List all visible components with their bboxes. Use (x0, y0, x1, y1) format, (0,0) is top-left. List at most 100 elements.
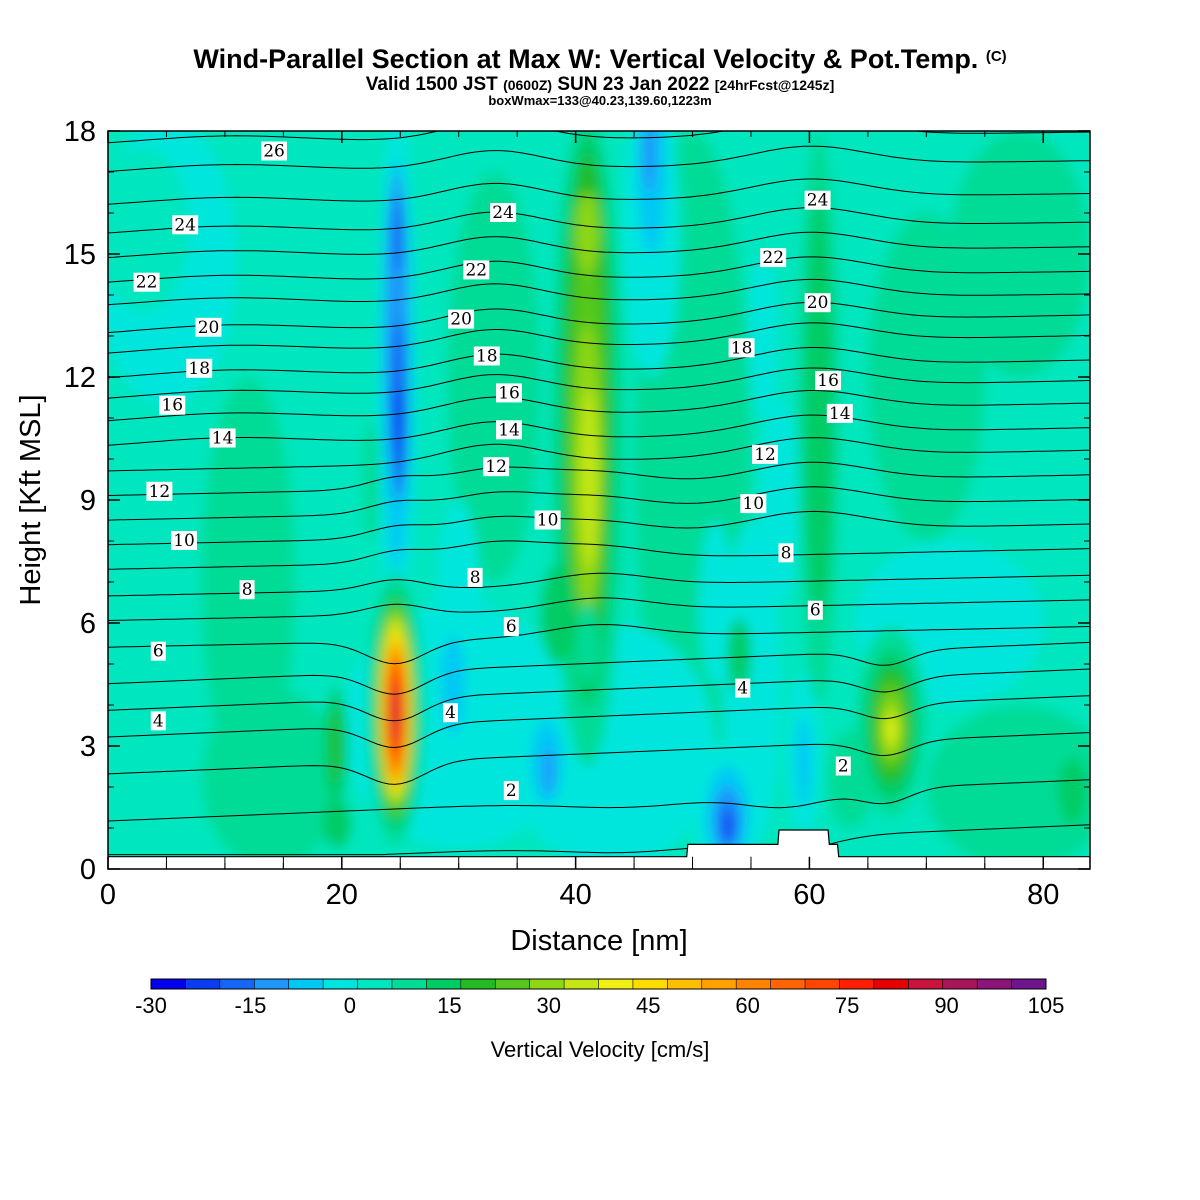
isentrope-line (108, 367, 1090, 399)
velocity-cell (642, 131, 657, 193)
isentrope-line (108, 486, 1090, 521)
isentrope-label-bg (195, 317, 222, 337)
isentrope-label-bg (483, 457, 510, 477)
colorbar-tick-label: 0 (344, 993, 356, 1018)
isentrope-label-text: 20 (807, 293, 829, 313)
isentrope-label: 22 (133, 272, 160, 293)
isentrope-line (108, 414, 1090, 446)
colorbar-swatch (977, 979, 1013, 989)
colorbar-tick-label: 75 (835, 993, 859, 1018)
colorbar-swatch (598, 979, 634, 989)
isentrope-label-bg (172, 215, 199, 235)
x-tick-label: 40 (559, 879, 591, 911)
isentrope-line (108, 695, 1090, 749)
isentrope-label: 12 (146, 481, 173, 502)
isentrope-line (108, 278, 1090, 306)
colorbar-tick-label: 105 (1028, 993, 1065, 1018)
isentrope-label-bg (760, 248, 787, 268)
valid-time: Valid 1500 JST (365, 74, 498, 95)
isentrope-label: 14 (209, 428, 236, 449)
isentrope-label-bg (752, 444, 778, 464)
isentrope-label-text: 16 (498, 383, 520, 403)
isentrope-label-bg (835, 756, 851, 776)
colorbar-swatch (667, 979, 703, 989)
isentrope-label: 26 (261, 141, 287, 162)
forecast-info: [24hrFcst@1245z] (714, 77, 835, 93)
isentrope-label-text: 6 (810, 601, 821, 621)
isentrope-label-bg (473, 346, 500, 366)
isentrope-label-text: 18 (476, 347, 498, 367)
isentrope-label-text: 4 (737, 679, 748, 699)
isentrope-label-bg (150, 711, 166, 731)
x-tick-label: 80 (1027, 879, 1059, 911)
colorbar-swatch (323, 979, 359, 989)
colorbar-swatch (770, 979, 806, 989)
colorbar-swatch (1011, 979, 1047, 989)
velocity-cell (949, 131, 1090, 377)
isentrope-label-text: 26 (263, 142, 285, 162)
colorbar-title: Vertical Velocity [cm/s] (491, 1037, 710, 1062)
velocity-field (108, 131, 1090, 869)
isentrope-label: 2 (503, 781, 519, 801)
isentrope-label-text: 8 (242, 580, 253, 600)
isentrope-label-bg (209, 428, 236, 448)
isentrope-label-text: 2 (838, 757, 849, 777)
isentrope-label-text: 16 (161, 396, 183, 416)
isentrope-label-bg (728, 338, 755, 358)
isentrope-label: 14 (496, 420, 522, 440)
colorbar-swatch (357, 979, 393, 989)
colorbar-swatch (460, 979, 496, 989)
isentrope-label-text: 12 (754, 445, 776, 465)
isentrope-label-text: 22 (465, 260, 487, 280)
isentrope-label-text: 20 (450, 310, 472, 330)
isentrope-line (108, 301, 1090, 334)
isentrope-line (108, 390, 1090, 422)
y-tick-label: 18 (64, 116, 96, 148)
velocity-cell (108, 147, 190, 312)
isentrope-label: 2 (835, 756, 851, 777)
velocity-cell (542, 746, 555, 796)
isentrope-label-bg (496, 420, 522, 440)
isentrope-label: 24 (172, 215, 199, 235)
isentrope-label-bg (171, 531, 197, 550)
colorbar-swatch (942, 979, 978, 989)
colorbar-swatch (219, 979, 255, 989)
isentrope-line (108, 824, 1090, 856)
velocity-cell (747, 254, 778, 418)
isentrope-label-bg (807, 600, 823, 620)
velocity-cell (575, 602, 599, 685)
isentrope-label: 16 (815, 371, 842, 391)
isentrope-label-bg (735, 678, 751, 698)
isentrope-label: 6 (807, 600, 823, 621)
isentrope-label-bg (534, 510, 561, 530)
colorbar-swatch (151, 979, 186, 989)
isentrope-label: 22 (463, 260, 490, 280)
velocity-cell (201, 688, 342, 869)
isentrope-label: 4 (443, 703, 458, 723)
isentrope-label: 8 (778, 543, 794, 563)
isentrope-label-bg (448, 309, 475, 329)
isentrope-label: 10 (171, 531, 197, 551)
isentrope-line (108, 540, 1090, 570)
colorbar-swatch (426, 979, 462, 989)
isentrope-line (108, 347, 1090, 379)
isentrope-label-bg (186, 358, 213, 378)
axes: 0 20 40 60 80 0 3 6 9 12 15 18 Distance [nm] Height [… (15, 116, 1059, 957)
isentrope-label: 6 (503, 617, 519, 637)
isentrope-label-text: 24 (807, 191, 829, 211)
isentrope-line (108, 732, 1090, 785)
colorbar-swatch (736, 979, 772, 989)
velocity-cell (810, 184, 827, 365)
colorbar-tick-label: -30 (135, 993, 167, 1018)
isentrope-label-bg (467, 567, 483, 587)
velocity-cell (540, 565, 576, 664)
velocity-cell (392, 684, 400, 742)
isentrope-label-text: 18 (731, 338, 753, 358)
isentrope-label-bg (463, 260, 490, 280)
valid-date: SUN 23 Jan 2022 (557, 74, 710, 95)
isentrope-label-text: 24 (174, 215, 196, 235)
isentrope-line (108, 322, 1090, 354)
colorbar-swatch (391, 979, 427, 989)
